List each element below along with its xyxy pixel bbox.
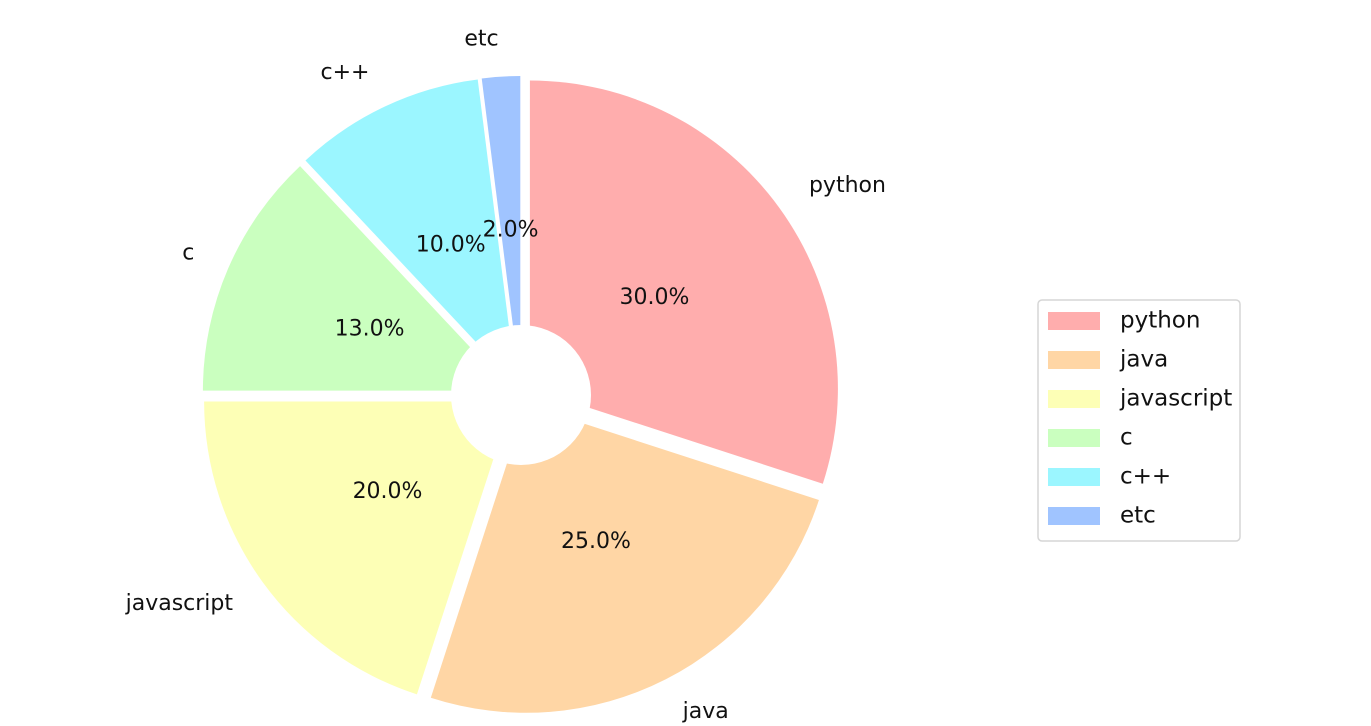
pie-labels: 30.0% python 25.0% java 20.0% javascript 13.0%… (125, 27, 886, 724)
legend-swatch (1048, 390, 1100, 408)
legend-swatch (1048, 507, 1100, 525)
pie-slice-javascript (204, 401, 513, 695)
legend-label: java (1119, 347, 1168, 373)
pie-percent-label: 13.0% (335, 316, 405, 341)
donut-hole (451, 325, 591, 465)
pie-category-label: java (682, 699, 729, 724)
legend-swatch (1048, 468, 1100, 486)
pie-percent-label: 25.0% (561, 529, 631, 554)
pie-category-label: etc (464, 27, 498, 52)
legend-label: javascript (1119, 386, 1232, 412)
pie-slice-etc (481, 76, 521, 385)
pie-category-label: c (182, 241, 194, 266)
legend-label: python (1120, 308, 1200, 334)
legend-label: c++ (1120, 464, 1171, 490)
pie-percent-label: 10.0% (416, 233, 486, 258)
pie-slice-python (529, 80, 838, 484)
pie-slices (202, 76, 838, 713)
pie-category-label: c++ (320, 60, 369, 85)
pie-percent-label: 20.0% (353, 479, 423, 504)
legend-label: c (1120, 425, 1133, 451)
pie-percent-label: 2.0% (483, 217, 539, 242)
legend: python java javascript c c++ etc (1037, 299, 1241, 542)
legend-swatch (1048, 351, 1100, 369)
pie-slice-java (430, 404, 819, 713)
legend-label: etc (1120, 503, 1156, 529)
pie-category-label: python (809, 173, 886, 198)
pie-slice-cplusplus (305, 79, 517, 386)
pie-slice-c (202, 166, 511, 391)
legend-swatch (1048, 312, 1100, 330)
legend-swatch (1048, 429, 1100, 447)
pie-percent-label: 30.0% (620, 285, 690, 310)
pie-category-label: javascript (125, 591, 234, 616)
